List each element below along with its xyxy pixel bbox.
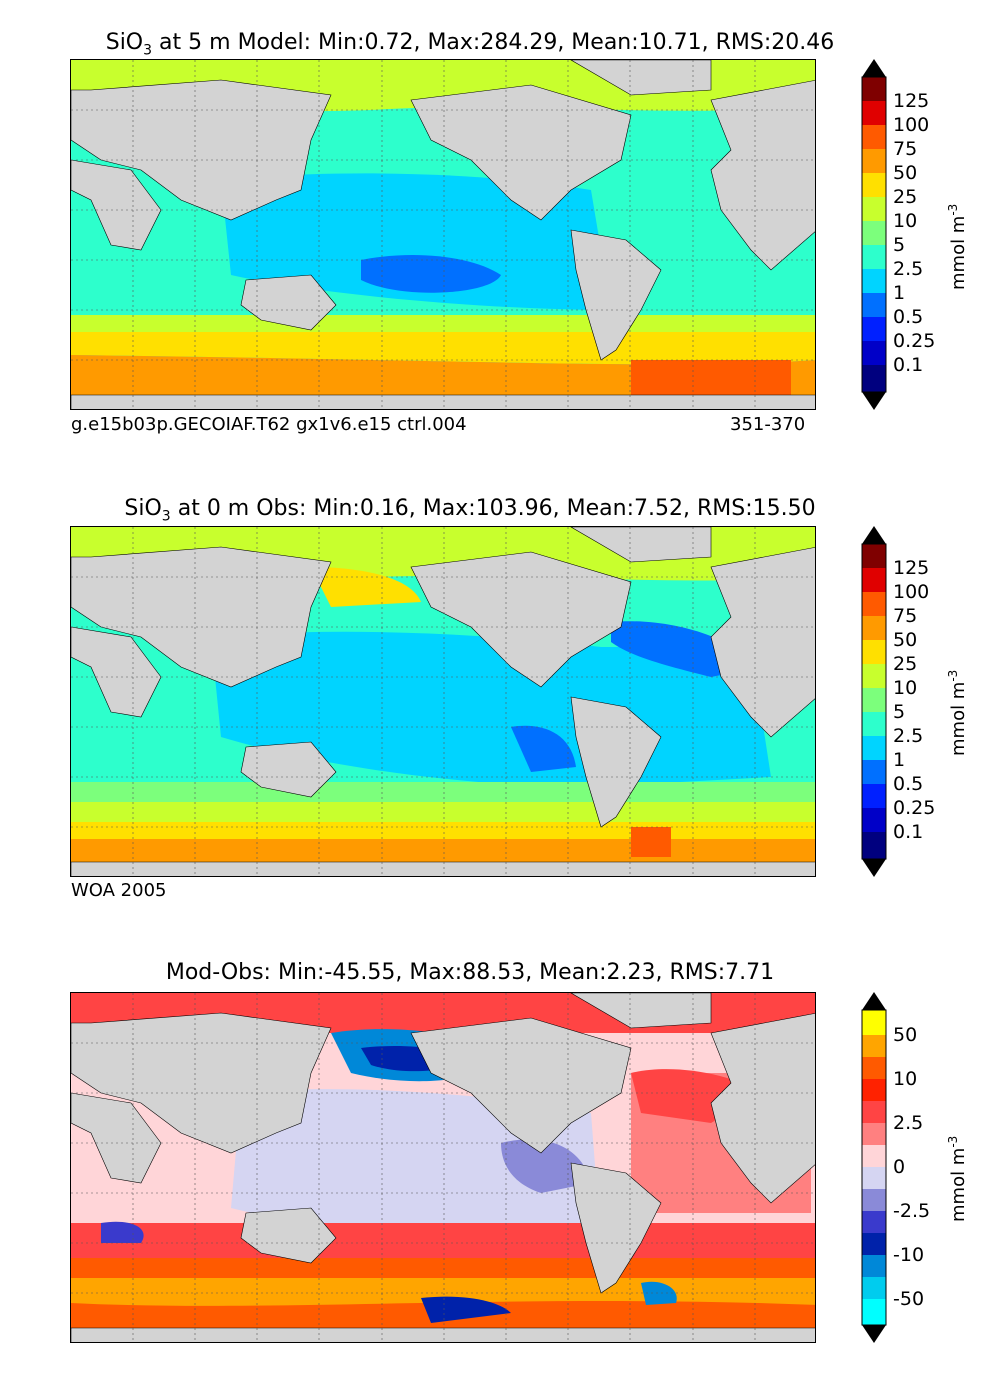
colorbar-tick: 10 — [893, 210, 918, 232]
model-map — [70, 59, 816, 410]
obs-panel-title: SiO3 at 0 m Obs: Min:0.16, Max:103.96, M… — [124, 496, 816, 525]
model-years: 351-370 — [730, 414, 806, 435]
colorbar-tick: 0.25 — [893, 330, 936, 352]
colorbar-tick: 100 — [893, 581, 930, 603]
colorbar-tick: 50 — [893, 162, 918, 184]
colorbar-tick: 5 — [893, 234, 906, 256]
colorbar-tick: -2.5 — [893, 1200, 931, 1222]
model-run-name: g.e15b03p.GECOIAF.T62 gx1v6.e15 ctrl.004 — [71, 414, 467, 435]
colorbar-tick: 5 — [893, 701, 906, 723]
model-colorbar — [861, 59, 887, 410]
colorbar-tick: 0.25 — [893, 797, 936, 819]
colorbar-tick: 0.1 — [893, 821, 924, 843]
diff-colorbar — [861, 992, 887, 1343]
diff-panel-title: Mod-Obs: Min:-45.55, Max:88.53, Mean:2.2… — [165, 960, 775, 985]
colorbar-tick: 2.5 — [893, 725, 924, 747]
colorbar-tick: 2.5 — [893, 258, 924, 280]
colorbar-tick: 25 — [893, 186, 918, 208]
obs-source: WOA 2005 — [71, 880, 167, 901]
diff-map — [70, 992, 816, 1343]
colorbar-tick: 125 — [893, 90, 930, 112]
obs-colorbar-units: mmol m-3 — [946, 669, 969, 756]
obs-colorbar — [861, 526, 887, 877]
colorbar-tick: 1 — [893, 282, 906, 304]
colorbar-tick: 0.1 — [893, 354, 924, 376]
model-panel-title: SiO3 at 5 m Model: Min:0.72, Max:284.29,… — [105, 30, 835, 59]
colorbar-tick: 2.5 — [893, 1112, 924, 1134]
model-colorbar-units: mmol m-3 — [946, 203, 969, 290]
obs-map — [70, 526, 816, 877]
colorbar-tick: 0.5 — [893, 773, 924, 795]
colorbar-tick: 50 — [893, 1024, 918, 1046]
colorbar-tick: 0.5 — [893, 306, 924, 328]
colorbar-tick: -50 — [893, 1288, 925, 1310]
colorbar-tick: 75 — [893, 605, 918, 627]
colorbar-tick: -10 — [893, 1244, 925, 1266]
colorbar-tick: 0 — [893, 1156, 906, 1178]
colorbar-tick: 25 — [893, 653, 918, 675]
colorbar-tick: 10 — [893, 677, 918, 699]
colorbar-tick: 75 — [893, 138, 918, 160]
colorbar-tick: 50 — [893, 629, 918, 651]
diff-colorbar-units: mmol m-3 — [946, 1135, 969, 1222]
colorbar-tick: 125 — [893, 557, 930, 579]
colorbar-tick: 100 — [893, 114, 930, 136]
colorbar-tick: 10 — [893, 1068, 918, 1090]
colorbar-tick: 1 — [893, 749, 906, 771]
